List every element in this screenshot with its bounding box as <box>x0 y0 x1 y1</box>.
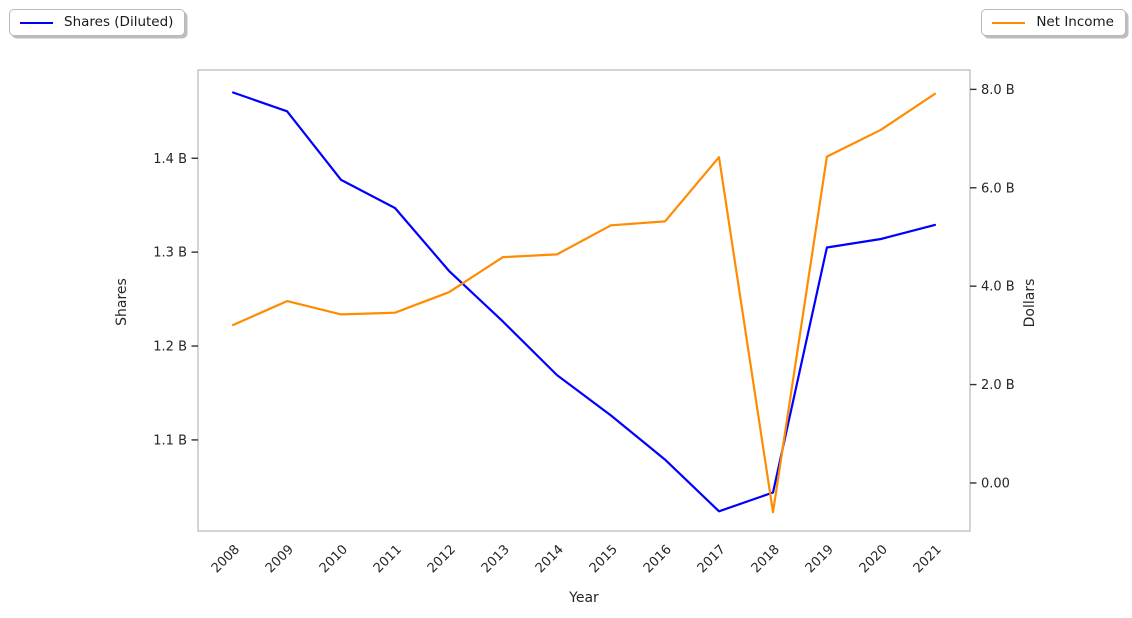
x-tick-label: 2016 <box>641 542 675 576</box>
plot-border <box>197 69 971 532</box>
legend-line-swatch-blue <box>20 21 53 24</box>
legend-net-income: Net Income <box>981 9 1126 36</box>
x-tick-label: 2013 <box>479 542 513 576</box>
x-tick-label: 2010 <box>317 542 351 576</box>
y-tick-label-right: 4.0 B <box>981 280 1015 295</box>
x-tick-label: 2012 <box>425 542 459 576</box>
x-tick-label: 2011 <box>371 542 405 576</box>
y-tick-label-left: 1.1 B <box>153 433 187 448</box>
x-tick-label: 2020 <box>857 542 891 576</box>
y-tick-label-right: 0.00 <box>981 476 1010 491</box>
left-axis-title: Shares <box>114 278 130 326</box>
x-tick-label: 2018 <box>749 542 783 576</box>
x-tick-label: 2021 <box>911 542 945 576</box>
y-tick-label-left: 1.2 B <box>153 340 187 355</box>
x-tick-label: 2017 <box>695 542 729 576</box>
series-line-shares-diluted <box>232 91 937 513</box>
y-tick-label-right: 8.0 B <box>981 83 1015 98</box>
x-tick-label: 2014 <box>533 542 567 576</box>
y-tick-label-left: 1.4 B <box>153 152 187 167</box>
legend-shares-diluted: Shares (Diluted) <box>9 9 186 36</box>
x-tick-label: 2019 <box>803 542 837 576</box>
y-tick-label-right: 6.0 B <box>981 181 1015 196</box>
x-axis-title: Year <box>568 590 599 606</box>
series-line-net-income <box>232 92 937 514</box>
y-tick-label-left: 1.3 B <box>153 246 187 261</box>
x-tick-label: 2008 <box>209 542 243 576</box>
legend-line-swatch-orange <box>992 21 1026 24</box>
x-tick-label: 2015 <box>587 542 621 576</box>
x-tick-label: 2009 <box>263 542 297 576</box>
right-axis-title: Dollars <box>1022 279 1038 328</box>
legend-label: Shares (Diluted) <box>64 14 174 30</box>
y-tick-label-right: 2.0 B <box>981 378 1015 393</box>
legend-label: Net Income <box>1036 14 1114 30</box>
